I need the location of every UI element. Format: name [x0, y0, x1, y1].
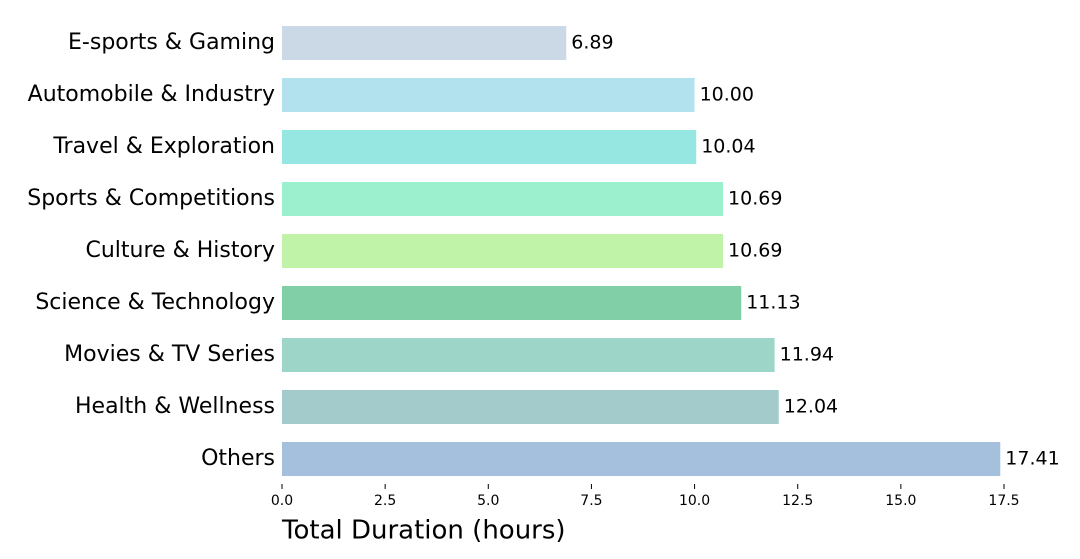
x-tick-label: 2.5 — [374, 493, 396, 509]
x-tick-label: 17.5 — [988, 493, 1019, 509]
value-label: 10.69 — [728, 188, 782, 210]
x-tick-label: 5.0 — [477, 493, 499, 509]
bar — [282, 182, 724, 216]
value-label: 17.41 — [1005, 448, 1059, 470]
y-tick-label: Movies & TV Series — [64, 342, 275, 367]
y-tick-label: Others — [201, 446, 275, 471]
y-tick-label: Science & Technology — [35, 290, 275, 315]
bar — [282, 338, 775, 372]
y-tick-label: Travel & Exploration — [52, 134, 275, 159]
y-tick-label: E-sports & Gaming — [68, 30, 275, 55]
bar — [282, 286, 742, 320]
bar — [282, 442, 1001, 476]
bar — [282, 78, 695, 112]
bar — [282, 390, 779, 424]
x-axis-label: Total Duration (hours) — [281, 516, 566, 546]
value-label: 10.00 — [700, 84, 754, 106]
x-tick-label: 0.0 — [271, 493, 293, 509]
y-tick-label: Culture & History — [86, 238, 276, 263]
bar — [282, 234, 724, 268]
bar — [282, 130, 697, 164]
value-label: 6.89 — [571, 32, 613, 54]
x-tick-label: 12.5 — [782, 493, 813, 509]
value-label: 11.94 — [780, 344, 834, 366]
x-tick-label: 7.5 — [580, 493, 602, 509]
value-label: 10.69 — [728, 240, 782, 262]
value-label: 12.04 — [784, 396, 838, 418]
x-tick-label: 10.0 — [679, 493, 710, 509]
y-tick-label: Automobile & Industry — [28, 82, 275, 107]
value-label: 10.04 — [701, 136, 755, 158]
x-tick-label: 15.0 — [885, 493, 916, 509]
y-tick-label: Health & Wellness — [75, 394, 275, 419]
bar — [282, 26, 567, 60]
value-label: 11.13 — [746, 292, 800, 314]
y-tick-label: Sports & Competitions — [27, 186, 275, 211]
